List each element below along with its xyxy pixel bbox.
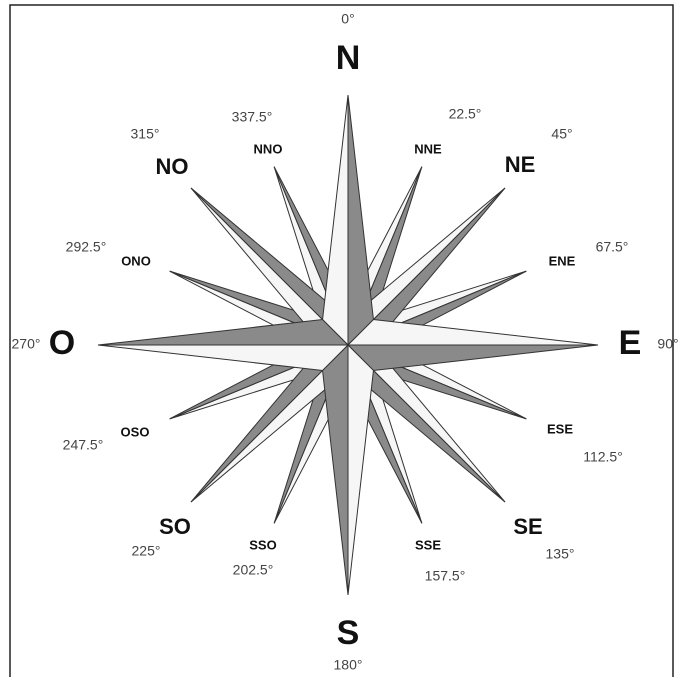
point-label: ESE <box>547 421 573 436</box>
point-label: E <box>619 324 642 362</box>
degree-label: 292.5° <box>66 239 107 255</box>
degree-label: 112.5° <box>583 449 623 465</box>
point-label: S <box>337 614 360 652</box>
point-label: SSO <box>249 537 276 552</box>
point-label: NNO <box>254 141 283 156</box>
degree-label: 225° <box>132 543 161 559</box>
compass-rose: N0°NNE22.5°NE45°ENE67.5°E90°ESE112.5°SE1… <box>0 0 683 677</box>
degree-label: 90° <box>657 336 678 352</box>
point-label: ONO <box>121 253 151 268</box>
degree-label: 0° <box>341 11 354 27</box>
point-label: NO <box>156 154 189 179</box>
ray-half-light <box>98 345 348 370</box>
ray-half-light <box>323 95 348 345</box>
degree-label: 315° <box>131 126 160 142</box>
degree-label: 157.5° <box>425 568 466 584</box>
degree-label: 135° <box>546 546 575 562</box>
point-label: ENE <box>549 253 576 268</box>
ray-half-dark <box>323 345 348 595</box>
ray-half-dark <box>98 320 348 345</box>
point-label: NE <box>505 152 536 177</box>
point-label: SO <box>159 514 191 539</box>
ray-half-light <box>348 345 373 595</box>
point-label: N <box>336 39 361 77</box>
ray-half-dark <box>348 95 373 345</box>
degree-label: 45° <box>551 126 572 142</box>
degree-label: 202.5° <box>233 562 274 578</box>
ray-half-light <box>348 320 598 345</box>
degree-label: 180° <box>334 657 363 673</box>
ray-half-dark <box>348 345 598 370</box>
degree-label: 337.5° <box>232 109 273 125</box>
degree-label: 247.5° <box>63 437 104 453</box>
point-label: SSE <box>415 537 441 552</box>
degree-label: 22.5° <box>449 106 482 122</box>
point-label: O <box>49 324 75 362</box>
point-label: NNE <box>414 141 442 156</box>
point-label: SE <box>513 514 542 539</box>
degree-label: 270° <box>12 336 41 352</box>
degree-label: 67.5° <box>596 239 629 255</box>
point-label: OSO <box>121 424 150 439</box>
